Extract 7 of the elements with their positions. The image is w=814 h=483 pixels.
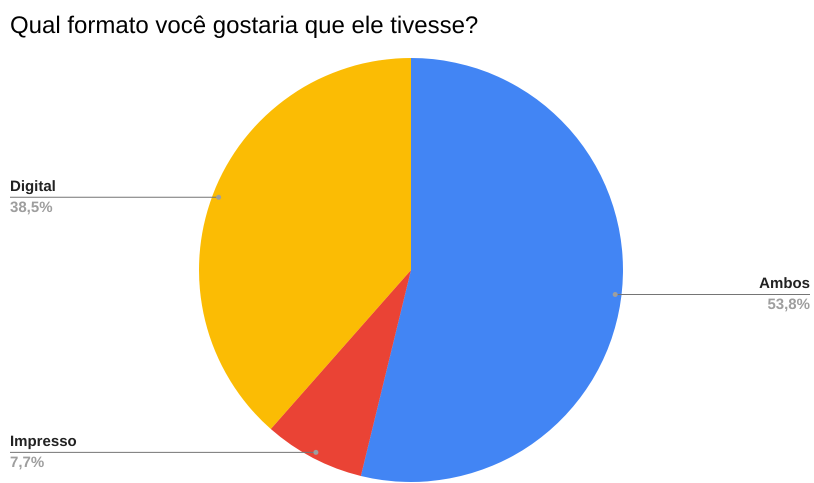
chart-title: Qual formato você gostaria que ele tivesse? [10, 12, 478, 40]
slice-label: Ambos [759, 275, 810, 292]
slice-label: Digital [10, 178, 56, 195]
data-label: 38,5% [10, 198, 53, 216]
data-label: 7,7% [10, 454, 44, 471]
slice-label: Impresso [10, 432, 77, 450]
data-label: 53,8% [767, 296, 810, 314]
